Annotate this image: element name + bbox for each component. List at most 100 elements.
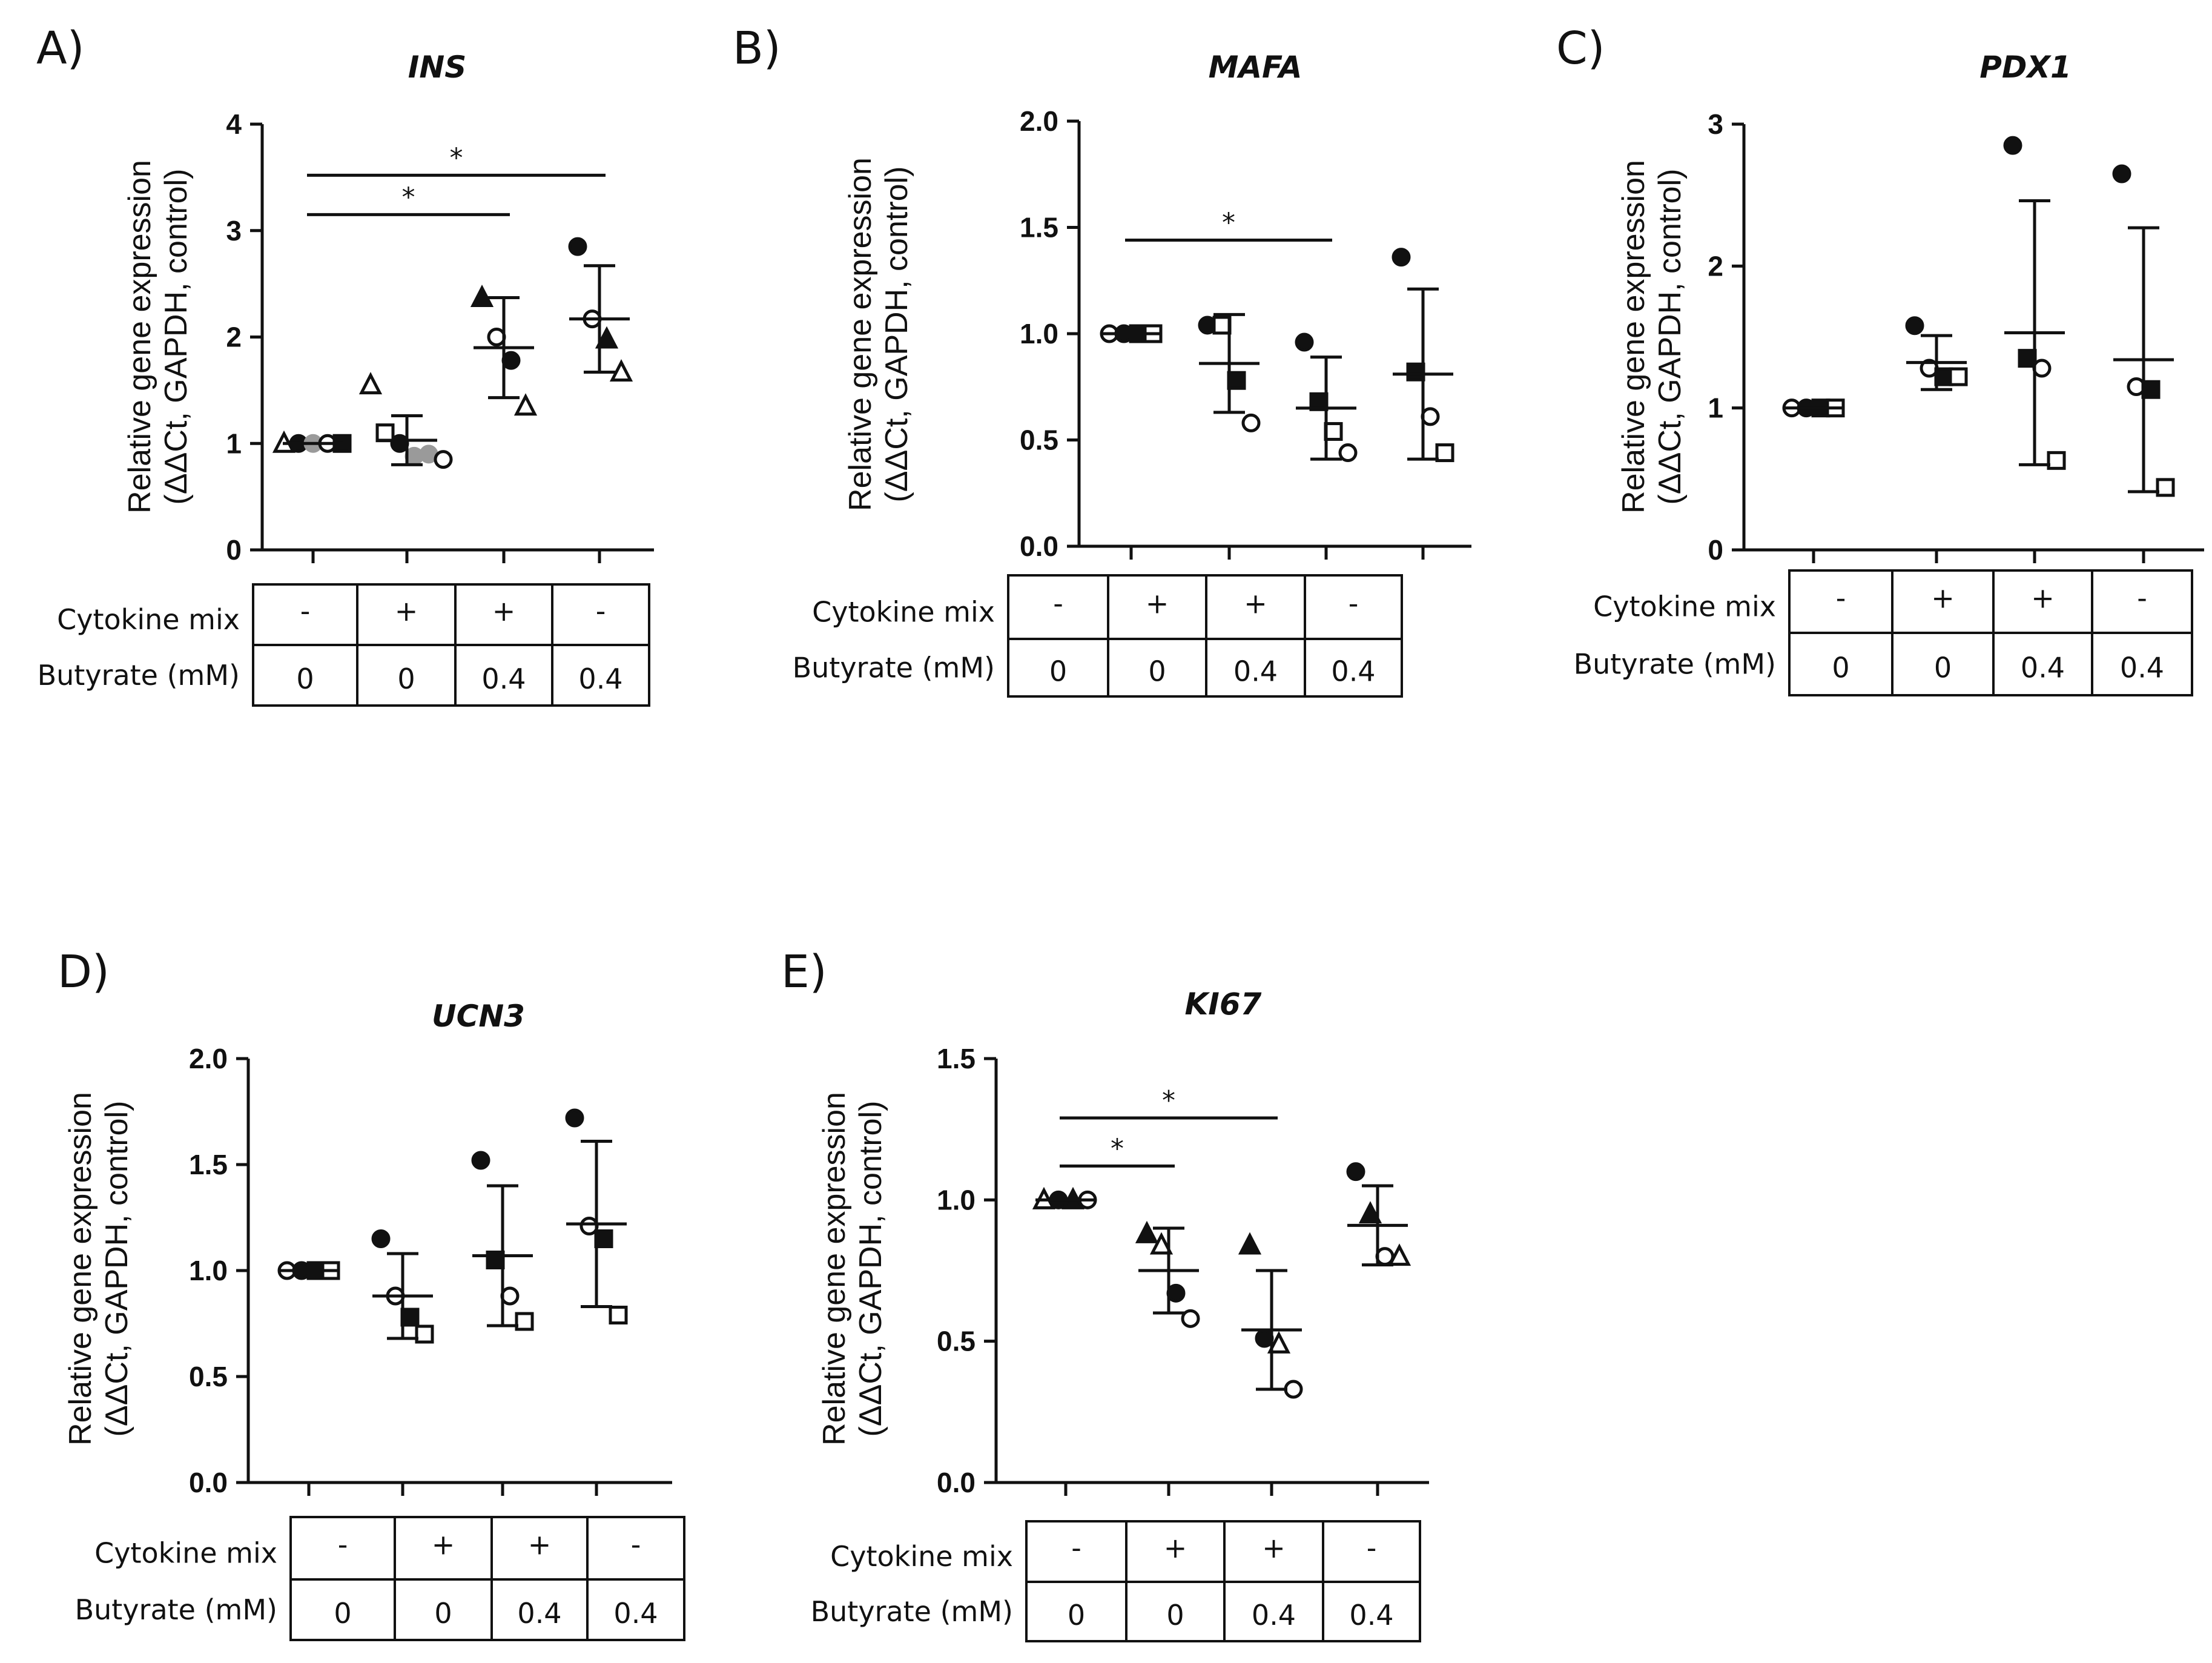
group-2 — [358, 372, 453, 469]
table-cell: 0 — [1166, 1599, 1184, 1632]
data-point — [1421, 407, 1440, 426]
table-cell: + — [528, 1529, 552, 1561]
data-point — [1135, 1220, 1159, 1243]
y-tick-label: 1.5 — [1020, 212, 1058, 243]
table-cell: - — [1053, 587, 1063, 620]
table-cell: 0.4 — [613, 1597, 658, 1630]
data-point — [1267, 1331, 1291, 1354]
data-point — [375, 423, 395, 443]
table-cell: 0 — [434, 1597, 452, 1630]
y-tick-label: 3 — [226, 215, 242, 246]
table-cell: - — [2137, 582, 2147, 615]
panel-letter: D) — [58, 946, 110, 998]
significance-star: * — [450, 142, 463, 173]
group-2 — [1905, 316, 1968, 391]
data-point — [515, 1312, 534, 1331]
table-cell: 0 — [1148, 655, 1166, 688]
gene-title: INS — [408, 50, 466, 85]
butyrate-label: Butyrate (mM) — [1574, 648, 1776, 681]
y-tick-label: 2.0 — [1020, 105, 1058, 137]
data-point — [1238, 1232, 1262, 1255]
group-3 — [470, 285, 538, 416]
y-tick-label: 1.0 — [937, 1184, 976, 1215]
data-point — [609, 359, 633, 382]
table-cell: - — [631, 1529, 641, 1561]
table-cell: 0 — [296, 663, 314, 695]
y-tick-label: 0.5 — [937, 1326, 976, 1357]
y-axis-label-line1: Relative gene expression — [817, 1092, 852, 1446]
data-point — [568, 237, 587, 256]
data-point — [358, 372, 383, 395]
data-point — [2141, 380, 2161, 399]
y-axis-label-line2: (ΔΔCt, GAPDH, control) — [159, 169, 194, 505]
data-point — [1338, 443, 1358, 463]
gene-title: MAFA — [1209, 50, 1302, 85]
table-cell: - — [1836, 582, 1846, 615]
panel-ki67: E) KI67 Relative gene expression (ΔΔCt, GAP… — [781, 946, 1429, 1642]
data-point — [1227, 371, 1246, 390]
table-cell: + — [1262, 1532, 1286, 1564]
group-4 — [1392, 248, 1454, 463]
table-cell: - — [1367, 1532, 1377, 1564]
y-tick-label: 2.0 — [189, 1043, 228, 1074]
y-axis-label-line1: Relative gene expression — [122, 160, 157, 514]
table-cell: - — [1071, 1532, 1081, 1564]
group-1 — [1782, 398, 1845, 418]
table-cell: 0.4 — [578, 663, 622, 695]
data-point — [1166, 1283, 1186, 1303]
table-cell: - — [300, 595, 311, 627]
table-cell: - — [338, 1529, 348, 1561]
y-axis-label-line2: (ΔΔCt, GAPDH, control) — [99, 1101, 134, 1437]
y-axis-label: Relative gene expression (ΔΔCt, GAPDH, co… — [843, 157, 914, 511]
table-cell: + — [1164, 1532, 1187, 1564]
condition-table: Cytokine mix - + + - Butyrate (mM) 0 0 0.4 0.4 — [38, 583, 650, 707]
table-cell: 0.4 — [517, 1597, 561, 1630]
group-1 — [277, 1261, 340, 1280]
group-2 — [371, 1229, 434, 1344]
panel-letter: E) — [781, 946, 827, 998]
data-point — [1284, 1380, 1303, 1399]
data-point — [390, 434, 409, 453]
data-point — [371, 1229, 391, 1248]
data-point — [1295, 332, 1314, 352]
data-point — [471, 1151, 490, 1170]
table-cell: 0.4 — [1349, 1599, 1393, 1632]
data-point — [1435, 443, 1454, 463]
panel-mafa: B) MAFA Relative gene expression (ΔΔCt, GAP… — [733, 22, 1471, 698]
group-4 — [2112, 164, 2175, 497]
table-cell: - — [596, 595, 606, 627]
y-tick-label: 0.0 — [1020, 531, 1058, 562]
y-axis-label-line2: (ΔΔCt, GAPDH, control) — [879, 167, 914, 503]
table-cell: 0.4 — [2021, 652, 2065, 684]
gene-title: PDX1 — [1979, 50, 2072, 85]
table-cell: 0 — [1068, 1599, 1085, 1632]
condition-table: Cytokine mix - + + - Butyrate (mM) 0 0 0.4 0.4 — [793, 574, 1403, 698]
significance-star: * — [402, 182, 415, 213]
table-cell: + — [432, 1529, 455, 1561]
y-tick-label: 0 — [1708, 534, 1723, 566]
data-point — [500, 1286, 520, 1306]
data-point — [2032, 359, 2052, 378]
data-point — [1241, 413, 1261, 432]
panel-pdx1: C) PDX1 Relative gene expression (ΔΔCt, GAP… — [1556, 22, 2204, 696]
cytokine-mix-label: Cytokine mix — [830, 1540, 1013, 1573]
table-cell: 0 — [1934, 652, 1952, 684]
data-point — [594, 1229, 613, 1248]
data-point — [1392, 248, 1411, 267]
y-axis-label: Relative gene expression (ΔΔCt, GAPDH, co… — [817, 1092, 888, 1446]
y-axis-label: Relative gene expression (ΔΔCt, GAPDH, co… — [122, 160, 194, 514]
group-3 — [1238, 1232, 1303, 1399]
y-axis-label-line1: Relative gene expression — [1616, 160, 1651, 514]
panel-letter: B) — [733, 22, 781, 74]
data-point — [415, 1324, 434, 1344]
table-cell: + — [395, 595, 418, 627]
gene-title: KI67 — [1185, 987, 1262, 1022]
group-1 — [272, 430, 352, 453]
table-cell: 0.4 — [481, 663, 526, 695]
data-point — [1212, 316, 1232, 335]
data-point — [595, 326, 619, 349]
table-cell: 0.4 — [2120, 652, 2164, 684]
group-4 — [1346, 1162, 1411, 1267]
butyrate-label: Butyrate (mM) — [75, 1593, 277, 1626]
